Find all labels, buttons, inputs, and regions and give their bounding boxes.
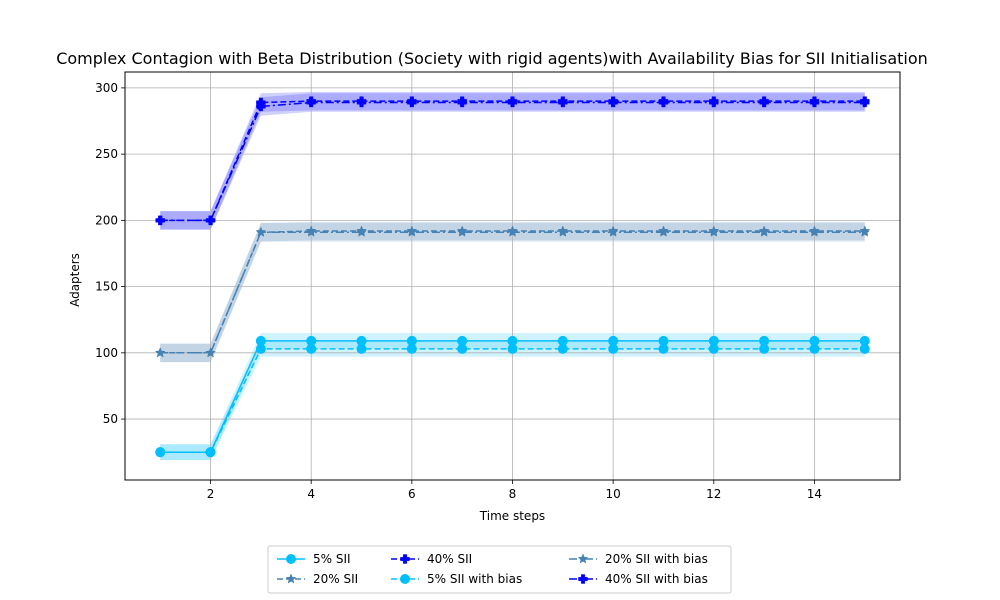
point-series-3 [255, 343, 266, 354]
legend-label: 20% SII with bias [605, 552, 708, 566]
band-series-5 [160, 93, 865, 230]
legend-item: 40% SII with bias [569, 572, 708, 586]
point-series-4 [507, 226, 518, 237]
y-axis-ticks: 50 100 150 200 250 300 [95, 81, 125, 426]
legend-swatch-marker [577, 553, 589, 564]
point-series-4 [356, 226, 367, 237]
point-series-4 [406, 226, 418, 237]
point-series-5 [457, 97, 467, 108]
point-series-4 [205, 347, 216, 358]
point-series-4 [758, 226, 770, 237]
legend-item: 40% SII [391, 552, 472, 566]
point-series-3 [759, 343, 770, 354]
y-tick-label: 300 [95, 81, 118, 95]
point-series-4 [859, 226, 871, 237]
point-series-3 [708, 343, 719, 354]
point-series-5 [356, 97, 367, 108]
chart-title: Complex Contagion with Beta Distribution… [56, 49, 928, 68]
point-series-5 [658, 97, 669, 108]
legend-swatch-marker [285, 573, 297, 584]
point-series-3 [356, 343, 367, 354]
point-series-5 [155, 215, 165, 226]
point-series-3 [859, 343, 870, 354]
y-tick-label: 250 [95, 147, 118, 161]
point-series-3 [306, 343, 317, 354]
band-series-4 [160, 223, 865, 363]
point-series-4 [658, 226, 669, 237]
point-series-3 [809, 343, 820, 354]
point-series-4 [557, 226, 569, 237]
x-axis-label: Time steps [479, 509, 545, 523]
x-tick-label: 2 [207, 487, 215, 501]
y-tick-label: 100 [95, 346, 118, 360]
point-series-4 [456, 226, 468, 237]
point-series-5 [608, 97, 618, 108]
legend-swatch-marker [400, 554, 410, 564]
x-tick-label: 14 [807, 487, 822, 501]
x-tick-label: 10 [606, 487, 621, 501]
legend-item: 20% SII [277, 572, 358, 586]
point-series-4 [255, 226, 267, 237]
legend-item: 5% SII with bias [391, 572, 522, 586]
point-series-5 [759, 97, 769, 108]
point-series-4 [708, 226, 720, 237]
y-axis-label: Adapters [68, 253, 82, 307]
point-series-4 [154, 347, 166, 358]
point-series-5 [306, 97, 316, 108]
series-line-5 [160, 101, 865, 222]
x-tick-label: 12 [706, 487, 721, 501]
point-series-4 [809, 226, 820, 237]
point-series-5 [256, 101, 266, 112]
x-tick-label: 4 [307, 487, 315, 501]
point-series-5 [558, 97, 568, 108]
x-tick-label: 8 [509, 487, 517, 501]
legend-swatch-marker [578, 574, 588, 584]
point-series-5 [407, 97, 417, 108]
legend-swatch-marker [400, 574, 410, 584]
point-series-5 [507, 97, 518, 108]
legend: 5% SII 20% SII 40% SII 5% SII with bias 20% … [267, 545, 732, 594]
point-series-5 [809, 97, 820, 108]
point-series-3 [457, 343, 468, 354]
legend-label: 5% SII [313, 552, 351, 566]
point-series-4 [607, 226, 619, 237]
point-series-5 [860, 97, 870, 108]
point-series-3 [507, 343, 518, 354]
band-series-2 [160, 91, 865, 230]
point-series-3 [658, 343, 669, 354]
point-series-5 [709, 97, 719, 108]
legend-label: 20% SII [313, 572, 358, 586]
point-series-3 [557, 343, 568, 354]
point-series-4 [305, 226, 317, 237]
point-series-3 [608, 343, 619, 354]
point-series-3 [406, 343, 417, 354]
grid-lines [125, 72, 900, 480]
point-series-3 [205, 447, 216, 458]
y-tick-label: 150 [95, 280, 118, 294]
legend-label: 40% SII [427, 552, 472, 566]
legend-label: 40% SII with bias [605, 572, 708, 586]
legend-frame [267, 545, 732, 594]
x-tick-label: 6 [408, 487, 416, 501]
legend-label: 5% SII with bias [427, 572, 522, 586]
y-tick-label: 200 [95, 213, 118, 227]
legend-swatch-marker [286, 554, 296, 564]
x-axis-ticks: 2 4 6 8 10 12 14 [207, 480, 822, 501]
series-markers [154, 96, 871, 458]
band-series-1 [160, 221, 865, 363]
point-series-5 [205, 215, 216, 226]
band-series-0 [160, 333, 865, 461]
legend-item: 5% SII [277, 552, 351, 566]
point-series-3 [155, 447, 166, 458]
y-tick-label: 50 [103, 412, 118, 426]
legend-item: 20% SII with bias [569, 552, 708, 566]
